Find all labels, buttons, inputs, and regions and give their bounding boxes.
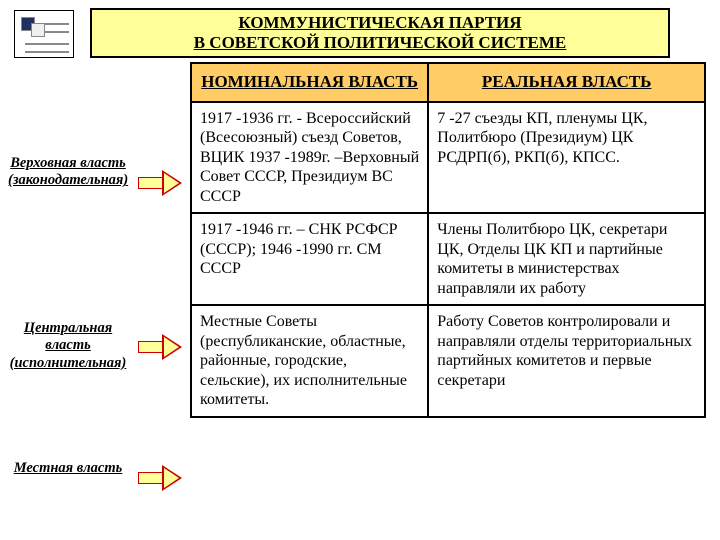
cell-nominal: 1917 -1936 гг. - Всероссийский (Всесоюзн… [191, 102, 428, 214]
table-row: 1917 -1936 гг. - Всероссийский (Всесоюзн… [191, 102, 705, 214]
cell-nominal: Местные Советы (республиканские, областн… [191, 305, 428, 417]
header-nominal: НОМИНАЛЬНАЯ ВЛАСТЬ [191, 63, 428, 102]
table-header-row: НОМИНАЛЬНАЯ ВЛАСТЬ РЕАЛЬНАЯ ВЛАСТЬ [191, 63, 705, 102]
power-table: НОМИНАЛЬНАЯ ВЛАСТЬ РЕАЛЬНАЯ ВЛАСТЬ 1917 … [190, 62, 706, 418]
arrow-icon [138, 465, 182, 491]
diagram-title: КОММУНИСТИЧЕСКАЯ ПАРТИЯ В СОВЕТСКОЙ ПОЛИ… [90, 8, 670, 58]
cell-nominal: 1917 -1946 гг. – СНК РСФСР (СССР); 1946 … [191, 213, 428, 305]
table-row: 1917 -1946 гг. – СНК РСФСР (СССР); 1946 … [191, 213, 705, 305]
cell-real: 7 -27 съезды КП, пленумы ЦК, Политбюро (… [428, 102, 705, 214]
row-label-local: Местная власть [8, 460, 128, 477]
row-label-supreme: Верховная власть (законодательная) [8, 155, 128, 190]
arrow-icon [138, 334, 182, 360]
arrow-icon [138, 170, 182, 196]
cell-real: Члены Политбюро ЦК, секретари ЦК, Отделы… [428, 213, 705, 305]
row-label-central: Центральная власть (исполнительная) [8, 320, 128, 372]
title-line-2: В СОВЕТСКОЙ ПОЛИТИЧЕСКОЙ СИСТЕМЕ [194, 33, 567, 53]
cell-real: Работу Советов контролировали и направля… [428, 305, 705, 417]
title-line-1: КОММУНИСТИЧЕСКАЯ ПАРТИЯ [238, 13, 521, 33]
header-real: РЕАЛЬНАЯ ВЛАСТЬ [428, 63, 705, 102]
table-row: Местные Советы (республиканские, областн… [191, 305, 705, 417]
corner-logo [14, 10, 74, 58]
